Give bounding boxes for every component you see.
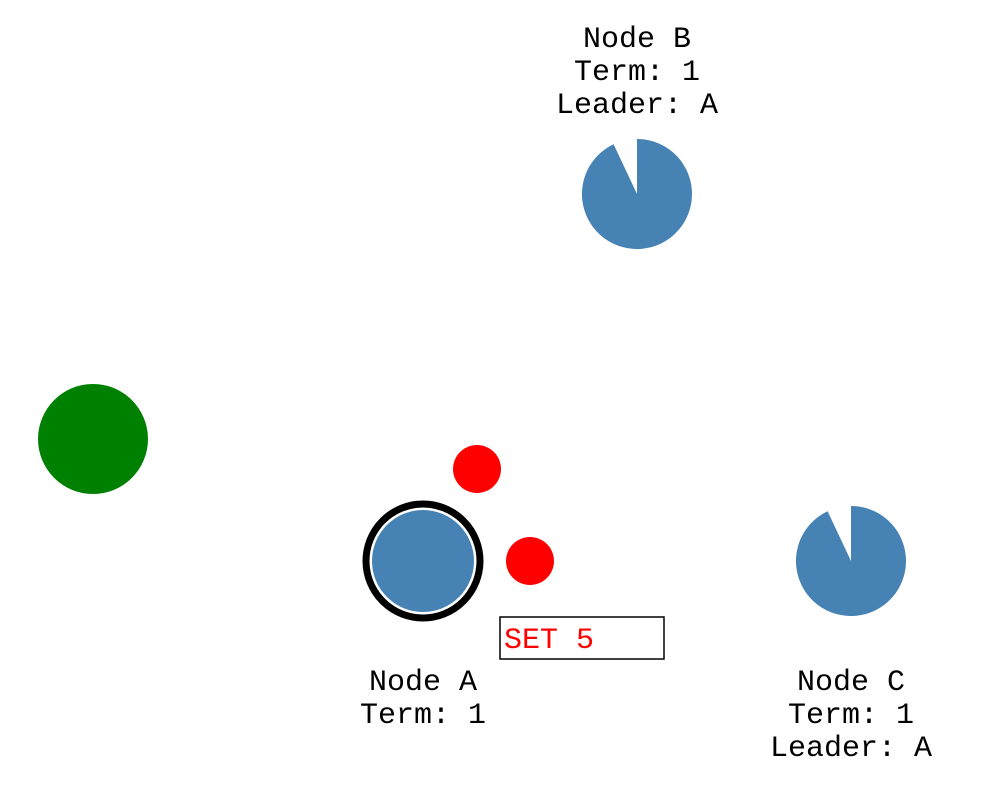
node-b-term: Term: 1 [574,56,700,90]
command-box-frame [499,616,665,660]
command-box: SET 5 [499,616,665,660]
node-b-circle[interactable] [581,139,692,249]
node-a-circle[interactable] [372,510,474,612]
node-c[interactable]: Node C Term: 1 Leader: A [770,506,932,766]
leader-outline-ring [362,500,484,622]
node-c-name: Node C [797,666,905,700]
node-a[interactable]: Node A Term: 1 [360,500,486,733]
node-a-term: Term: 1 [360,699,486,733]
node-b-name: Node B [583,23,691,57]
command-text: SET 5 [504,624,594,658]
node-c-circle[interactable] [795,506,906,616]
node-c-leader: Leader: A [770,732,932,766]
message-dot-to-node-b [453,445,501,493]
message-dot-to-node-c [506,537,554,585]
node-b[interactable]: Node B Term: 1 Leader: A [556,23,718,249]
client-circle[interactable] [38,384,148,494]
node-a-name: Node A [369,666,477,700]
node-b-leader: Leader: A [556,89,718,123]
node-c-term: Term: 1 [788,699,914,733]
